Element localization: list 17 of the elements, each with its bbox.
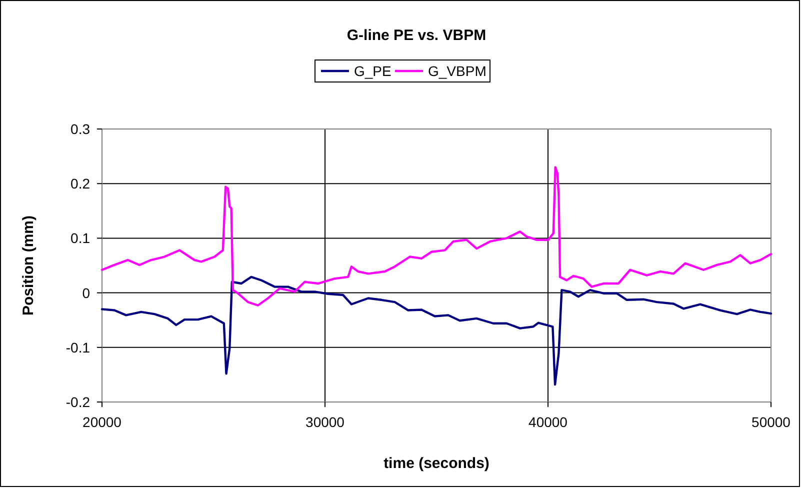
legend-label: G_PE	[354, 63, 392, 79]
y-tick-label: -0.2	[66, 394, 90, 410]
line-series	[100, 166, 772, 306]
chart-title: G-line PE vs. VBPM	[346, 27, 486, 44]
x-axis-title: time (seconds)	[384, 455, 490, 472]
line-series	[100, 276, 772, 386]
y-tick-label: 0.1	[70, 230, 90, 246]
x-tick-label: 20000	[82, 414, 122, 430]
x-tick-label: 30000	[306, 414, 345, 430]
y-tick-label: 0.2	[70, 176, 90, 192]
x-tick-label: 50000	[752, 414, 791, 430]
x-tick-label: 40000	[528, 414, 568, 430]
y-tick-label: 0.3	[70, 121, 90, 137]
y-axis-title: Position (mm)	[20, 216, 37, 316]
legend-label: G_VBPM	[428, 63, 486, 79]
y-tick-label: 0	[82, 284, 90, 301]
y-tick-label: -0.1	[66, 339, 90, 356]
